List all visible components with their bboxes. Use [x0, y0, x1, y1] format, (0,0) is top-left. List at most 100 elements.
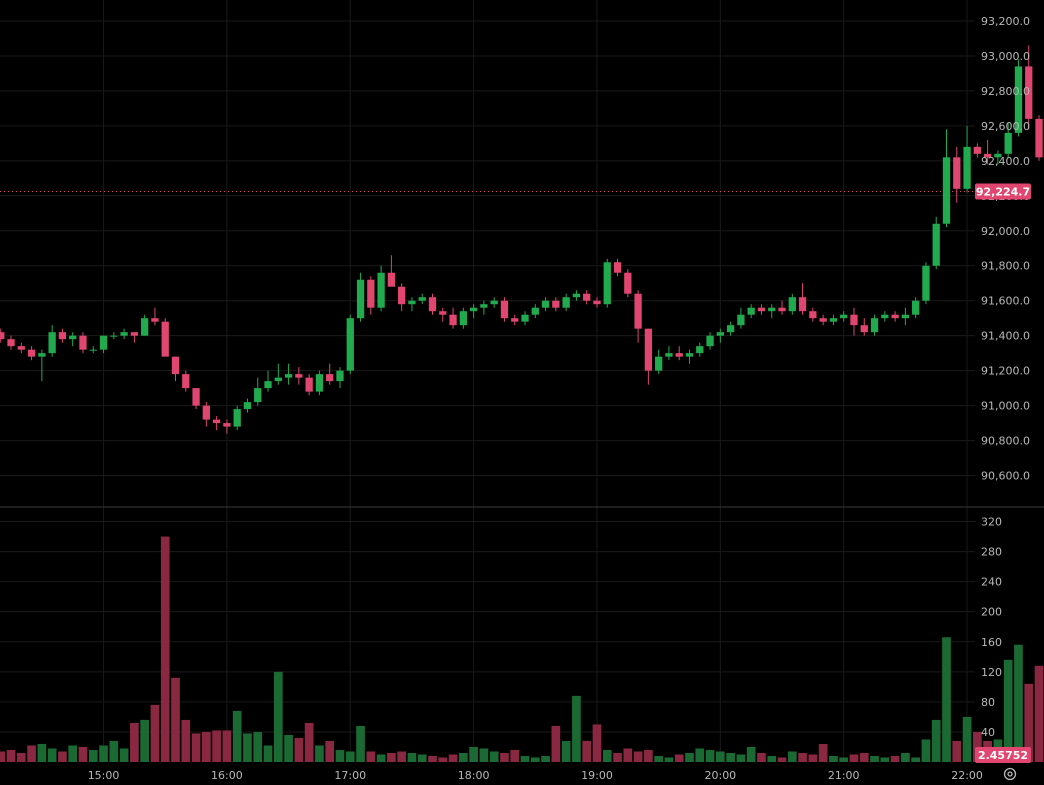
volume-bar [787, 751, 797, 762]
volume-bar [191, 733, 201, 762]
volume-bar [942, 637, 951, 762]
candle-body [891, 314, 899, 319]
volume-bar [901, 752, 910, 762]
volume-bar [777, 757, 787, 762]
volume-bar [870, 755, 879, 762]
volume-tick-label: 160 [981, 636, 1002, 649]
volume-bar [623, 748, 633, 762]
volume-tick-label: 280 [981, 546, 1002, 559]
volume-bar [88, 749, 98, 762]
time-tick-label: 22:00 [951, 769, 983, 782]
volume-bar [459, 752, 468, 762]
time-tick-label: 20:00 [704, 769, 736, 782]
candle-body [182, 374, 190, 389]
candle-body [778, 307, 786, 312]
candle-body [953, 157, 961, 189]
candle-body [1035, 118, 1043, 158]
volume-bar [726, 752, 735, 762]
volume-bar [284, 734, 293, 762]
volume-bar [633, 751, 643, 762]
volume-bar [1034, 665, 1044, 762]
volume-tick-label: 240 [981, 576, 1002, 589]
volume-bar [500, 752, 509, 762]
candle-body [994, 153, 1002, 158]
volume-bar [181, 719, 191, 762]
volume-bar [263, 745, 273, 762]
volume-bar [47, 748, 57, 762]
volume-bar [99, 745, 108, 762]
volume-bar [839, 757, 849, 762]
volume-bar [592, 724, 602, 762]
volume-grid [0, 521, 975, 733]
candle-body [398, 286, 406, 305]
candle-body [69, 335, 77, 340]
candle-body [1025, 66, 1033, 119]
volume-bar [345, 751, 355, 762]
price-tick-label: 90,800.0 [981, 435, 1030, 448]
volume-bar [253, 731, 263, 762]
volume-bar [417, 754, 427, 762]
candle-body [161, 321, 169, 357]
volume-bar [202, 731, 211, 762]
price-grid [0, 0, 975, 762]
last-price-tag: 92,224.7 [975, 183, 1031, 200]
volume-bar [746, 746, 756, 762]
candle-body [675, 353, 683, 357]
volume-bar [849, 754, 859, 762]
candle-body [757, 307, 766, 312]
gear-icon[interactable] [1003, 767, 1017, 781]
volume-bar [397, 751, 406, 762]
price-tick-label: 92,800.0 [981, 85, 1030, 98]
volume-bar [829, 755, 838, 762]
candle-body [685, 353, 694, 357]
candle-body [613, 262, 622, 273]
candle-body [870, 318, 879, 333]
volume-bar [757, 752, 766, 762]
candle-body [202, 405, 210, 420]
volume-bar [674, 754, 684, 762]
candlestick-series [0, 45, 1043, 434]
volume-axis[interactable]: 320 280 240 200 160 120 80 40 [981, 516, 1002, 739]
volume-bar [407, 752, 417, 762]
volume-bar [685, 752, 694, 762]
candle-body [346, 318, 354, 371]
volume-bar [273, 671, 283, 762]
candle-body [521, 314, 529, 322]
volume-bar [530, 757, 540, 762]
candle-body [439, 311, 447, 315]
volume-bar [921, 739, 931, 762]
volume-bar [438, 757, 448, 762]
price-tick-label: 91,200.0 [981, 365, 1030, 378]
time-axis[interactable]: 15:00 16:00 17:00 18:00 19:00 20:00 21:00 22:00… [88, 769, 1044, 782]
volume-series [0, 536, 1044, 762]
volume-bar [973, 731, 982, 762]
candle-body [552, 300, 560, 308]
candle-body [38, 353, 46, 357]
volume-bar [119, 748, 129, 762]
volume-bar [27, 745, 36, 762]
volume-bar [818, 743, 828, 762]
volume-tick-label: 200 [981, 606, 1002, 619]
candle-body [665, 353, 673, 357]
price-tick-label: 93,000.0 [981, 50, 1030, 63]
volume-bar [160, 536, 170, 762]
price-axis[interactable]: 93,200.0 93,000.0 92,800.0 92,600.0 92,400.0… [981, 15, 1030, 483]
volume-bar [510, 749, 520, 762]
candle-body [809, 311, 817, 319]
candle-body [254, 388, 262, 403]
volume-bar [644, 749, 653, 762]
candle-body [593, 300, 601, 305]
volume-bar [1014, 644, 1023, 762]
candle-body [0, 332, 5, 340]
candle-body [233, 409, 241, 427]
candle-body [531, 307, 539, 315]
candle-body [572, 293, 581, 298]
candle-body [942, 157, 951, 224]
candle-body [850, 314, 858, 326]
time-tick-label: 15:00 [88, 769, 120, 782]
price-tick-label: 90,600.0 [981, 470, 1030, 483]
candle-body [151, 318, 159, 322]
candle-body [511, 318, 519, 322]
candle-body [500, 300, 509, 319]
